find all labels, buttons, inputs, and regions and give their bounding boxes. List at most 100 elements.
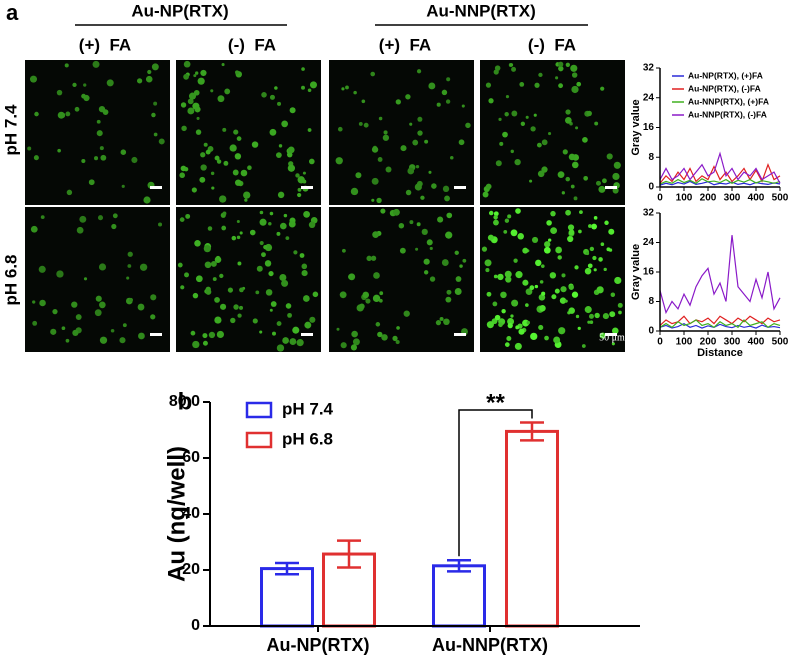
cell [596, 286, 604, 294]
cell [561, 273, 566, 278]
cell [358, 303, 365, 310]
cell [64, 63, 69, 68]
cell [195, 71, 199, 75]
cell [57, 111, 65, 119]
cell [485, 268, 490, 273]
cell [231, 235, 237, 241]
cell [399, 247, 406, 254]
cell [589, 246, 595, 252]
cell [555, 246, 562, 254]
cell [81, 158, 86, 164]
cell [131, 156, 138, 164]
cell [493, 219, 499, 226]
y-tick-label: 20 [182, 561, 200, 578]
cell [128, 297, 134, 302]
cell [540, 264, 545, 269]
cell [582, 136, 588, 143]
cell [83, 277, 88, 281]
y-tick-label: 8 [648, 152, 654, 163]
cell [143, 196, 151, 204]
cell [584, 267, 592, 275]
cell [557, 171, 565, 178]
cell [420, 195, 425, 200]
cell [498, 117, 502, 121]
cell [216, 159, 222, 164]
cell [588, 313, 594, 319]
cell [215, 255, 221, 261]
cell [308, 221, 316, 229]
cell [83, 83, 87, 87]
cell [243, 191, 251, 199]
cell [505, 276, 512, 283]
cell [511, 299, 519, 307]
cell [568, 284, 574, 290]
x-tick-label: 0 [657, 193, 663, 204]
cell [562, 149, 568, 155]
cell [529, 285, 535, 291]
cell [302, 179, 307, 184]
cell [443, 318, 450, 326]
panel-label: b [178, 388, 193, 415]
cell [339, 291, 347, 299]
cell [249, 229, 256, 236]
cell [544, 335, 549, 341]
line [659, 180, 781, 186]
cell [446, 77, 451, 82]
cell [88, 179, 95, 186]
cell [414, 183, 422, 191]
cell [382, 134, 390, 141]
cell [203, 245, 211, 253]
cell [492, 238, 497, 243]
cell [269, 308, 273, 312]
y-tick-label: 40 [182, 505, 200, 522]
cell [416, 222, 421, 227]
y-tick-label: 24 [643, 92, 655, 103]
cell [179, 172, 185, 179]
cell [455, 276, 462, 282]
cell [588, 224, 592, 228]
cell [573, 196, 578, 201]
cell [541, 139, 548, 146]
cell [288, 220, 296, 228]
cell [136, 78, 143, 84]
cell [194, 106, 201, 113]
cell [570, 184, 575, 189]
cell [499, 141, 504, 146]
x-axis-label: Distance [697, 347, 743, 359]
cell [139, 263, 148, 271]
cell [119, 337, 126, 344]
cell [194, 240, 201, 247]
cell [211, 186, 215, 190]
cell [94, 156, 99, 161]
cell [487, 234, 494, 241]
cell [127, 251, 133, 257]
micrograph [25, 207, 170, 352]
cell [274, 86, 278, 90]
cell [611, 342, 615, 346]
cell [606, 247, 611, 252]
cell [400, 145, 407, 152]
cell [365, 298, 371, 304]
line [659, 235, 781, 315]
y-tick-label: 32 [643, 208, 655, 219]
cell [361, 99, 366, 104]
cell [539, 280, 544, 284]
cell [236, 235, 241, 240]
cell [429, 246, 433, 251]
legend-swatch [245, 401, 273, 419]
cell [232, 169, 239, 176]
cell [126, 276, 130, 280]
y-tick-label: 16 [643, 267, 655, 278]
group-label: Au-NP(RTX) [131, 1, 228, 20]
cell [558, 65, 564, 72]
x-tick-label: 500 [772, 193, 789, 204]
cell [441, 259, 449, 266]
cell [283, 213, 288, 218]
cell [183, 60, 191, 68]
cell [579, 210, 583, 215]
cell [234, 179, 242, 186]
cell [210, 260, 217, 267]
cell [177, 262, 183, 268]
cell [214, 155, 220, 161]
cell [484, 259, 492, 267]
